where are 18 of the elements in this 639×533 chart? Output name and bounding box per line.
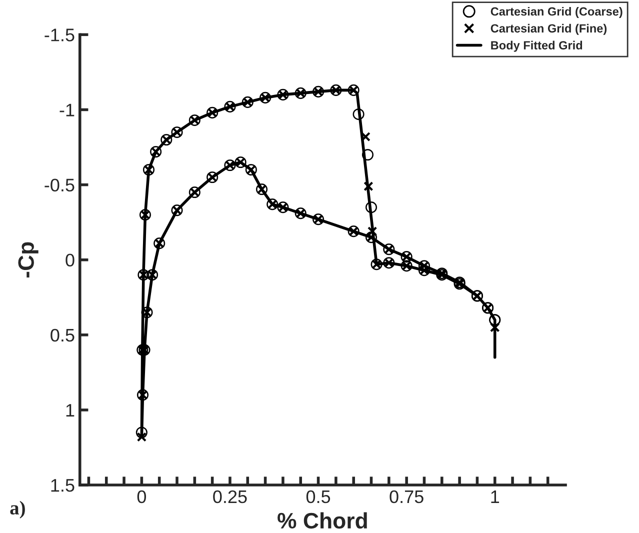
x-axis-title: % Chord [278, 512, 367, 529]
y-tick-label: 1 [66, 404, 74, 417]
x-tick-label: 0.5 [306, 490, 330, 504]
x-tick-label: 0.75 [390, 490, 424, 504]
text: a) [10, 500, 25, 518]
x-tick-label: 0.25 [213, 490, 247, 504]
y-tick-label: -1 [60, 104, 74, 116]
y-tick-label: 0.5 [50, 328, 74, 342]
y-tick-label: 0 [66, 254, 74, 267]
y-axis-title: -Cp [18, 242, 38, 278]
y-tick-label: 1.5 [51, 479, 74, 492]
x-tick-label: 0 [137, 490, 146, 504]
x-tick-label: 1 [491, 490, 500, 503]
legend-label: Body Fitted Grid [491, 40, 582, 52]
legend-label: Cartesian Grid (Fine) [490, 24, 607, 35]
legend-label: Cartesian Grid (Coarse) [490, 6, 622, 18]
y-tick-label: -1.5 [44, 28, 74, 42]
y-tick-label: -0.5 [44, 178, 74, 192]
